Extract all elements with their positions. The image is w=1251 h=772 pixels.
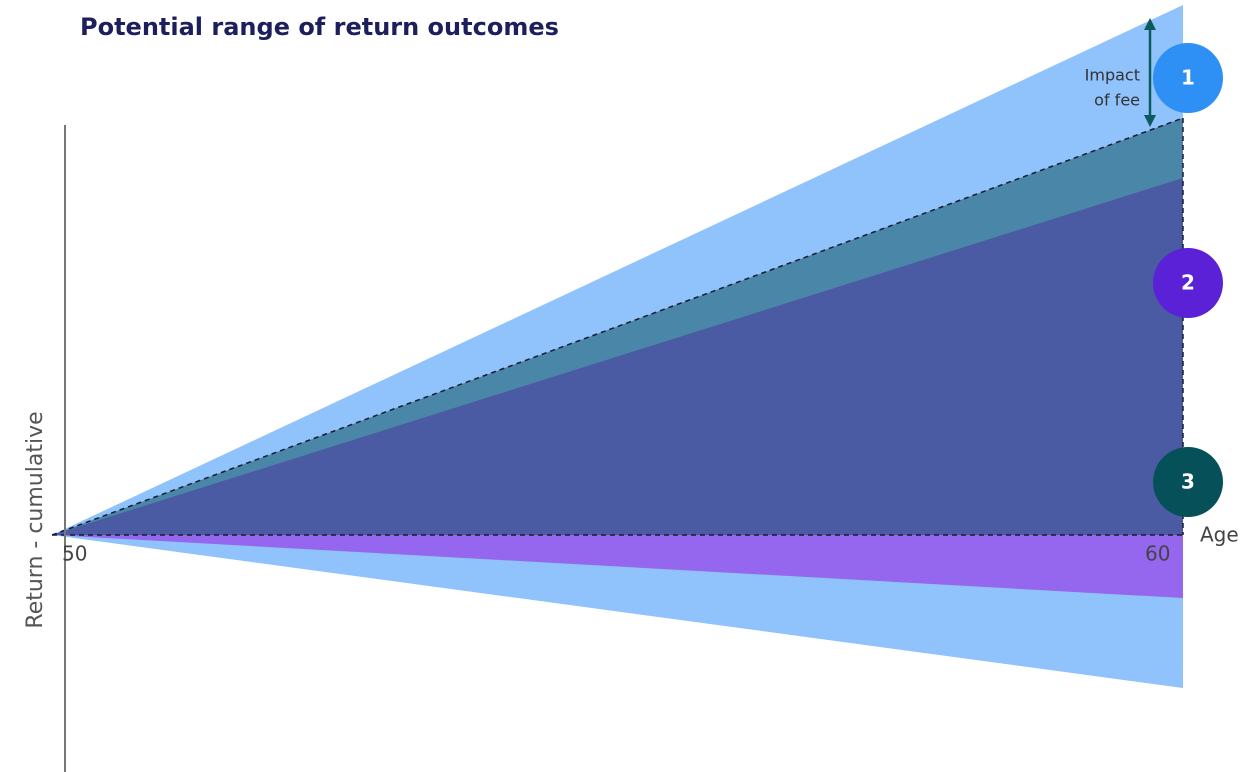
net-return-area	[52, 178, 1183, 535]
annotation-line: Impact	[1085, 66, 1140, 85]
badge	[1153, 447, 1223, 517]
badge-label: 2	[1181, 271, 1195, 295]
annotation-line: of fee	[1094, 91, 1140, 110]
x-axis-name: Age	[1200, 523, 1239, 547]
gross-line	[51, 117, 1184, 536]
x-end-label: 60	[1145, 542, 1170, 566]
badge	[1153, 43, 1223, 113]
badge-label: 1	[1181, 66, 1195, 90]
badge	[1153, 248, 1223, 318]
badge-label: 3	[1181, 470, 1195, 494]
x-start-label: 50	[62, 542, 87, 566]
downside-area	[52, 535, 1183, 598]
fee-arrow	[1144, 18, 1156, 127]
title: Potential range of return outcomes	[80, 13, 559, 41]
y-axis-label: Return - cumulative	[23, 411, 48, 628]
